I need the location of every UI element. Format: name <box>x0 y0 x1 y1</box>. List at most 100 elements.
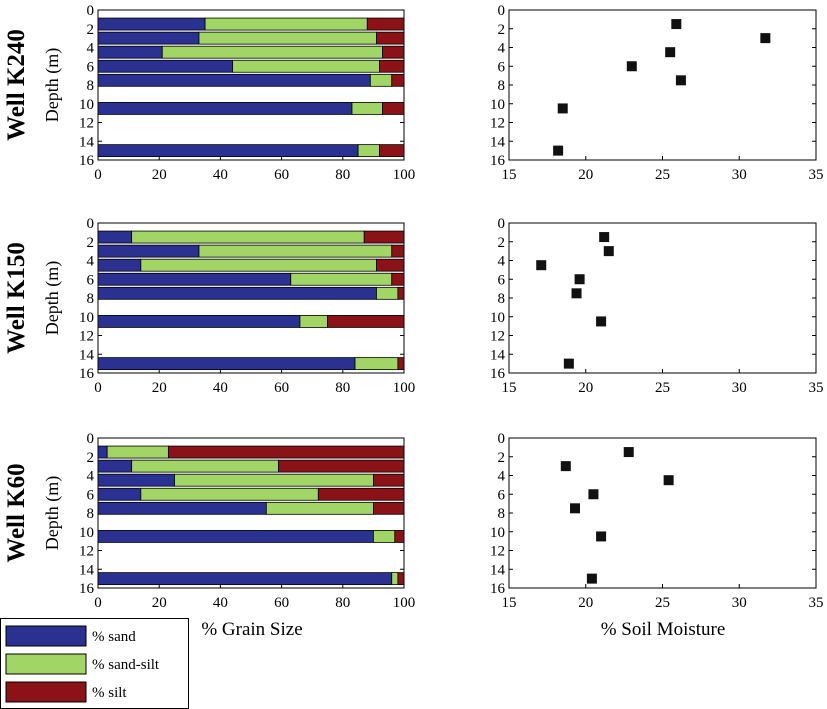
moisture-ytick-label: 6 <box>498 59 506 75</box>
sand-bar-segment <box>97 445 108 459</box>
well-title: Well K60 <box>3 463 30 562</box>
grain-ytick-label: 10 <box>79 310 94 326</box>
moisture-axes-frame <box>508 437 817 589</box>
moisture-point <box>536 260 547 271</box>
silt-bar-segment <box>317 487 405 501</box>
grain-ytick-label: 12 <box>79 329 94 345</box>
moisture-xtick-label: 20 <box>578 380 593 396</box>
silt-bar-segment <box>376 258 405 272</box>
grain-ytick-label: 2 <box>87 450 95 466</box>
sand-bar-segment <box>97 17 206 31</box>
grain-ytick-label: 14 <box>79 562 95 578</box>
moisture-ytick-label: 4 <box>498 41 506 57</box>
moisture-point <box>675 75 686 86</box>
silt-bar-segment <box>391 244 405 258</box>
sand-bar-segment <box>97 286 377 300</box>
sand-bar-segment <box>97 102 353 115</box>
grain-xtick-label: 100 <box>393 167 416 183</box>
grain-ytick-label: 4 <box>87 41 95 57</box>
moisture-ytick-label: 2 <box>498 22 506 38</box>
moisture-xtick-label: 25 <box>655 167 670 183</box>
moisture-xtick-label: 35 <box>809 167 824 183</box>
moisture-ytick-label: 10 <box>490 310 505 326</box>
sand-silt-bar-segment <box>174 473 374 487</box>
silt-bar-segment <box>397 357 405 371</box>
grain-ytick-label: 4 <box>87 469 95 485</box>
moisture-xtick-label: 30 <box>732 595 747 611</box>
legend-label-sand_silt: % sand-silt <box>92 657 160 673</box>
sand-bar-segment <box>97 272 292 286</box>
moisture-ytick-label: 8 <box>498 291 506 307</box>
sand-silt-bar-segment <box>290 272 393 286</box>
moisture-xtick-label: 35 <box>809 380 824 396</box>
sand-bar-segment <box>97 315 301 328</box>
silt-bar-segment <box>376 31 405 45</box>
grain-ytick-label: 14 <box>79 134 95 150</box>
depth-axis-label: Depth (m) <box>42 261 63 335</box>
silt-bar-segment <box>372 501 405 515</box>
grain-ytick-label: 12 <box>79 116 94 132</box>
sand-bar-segment <box>97 501 267 515</box>
sand-bar-segment <box>97 473 175 487</box>
moisture-point <box>596 316 607 327</box>
silt-bar-segment <box>327 315 405 328</box>
well-title: Well K150 <box>3 242 30 354</box>
silt-bar-segment <box>382 102 405 115</box>
moisture-xlabel: % Soil Moisture <box>601 619 726 640</box>
grain-xtick-label: 20 <box>152 380 167 396</box>
grain-ytick-label: 14 <box>79 347 95 363</box>
moisture-ytick-label: 14 <box>490 134 506 150</box>
moisture-ytick-label: 12 <box>490 544 505 560</box>
moisture-point <box>623 447 634 458</box>
grain-xtick-label: 60 <box>274 167 289 183</box>
grain-ytick-label: 16 <box>79 366 95 382</box>
moisture-ytick-label: 10 <box>490 525 505 541</box>
moisture-ytick-label: 16 <box>490 581 506 597</box>
grain-xtick-label: 60 <box>274 380 289 396</box>
sand-bar-segment <box>97 73 371 87</box>
grain-xtick-label: 40 <box>213 167 228 183</box>
moisture-point <box>557 103 568 114</box>
moisture-ytick-label: 12 <box>490 329 505 345</box>
sand-bar-segment <box>97 530 374 543</box>
grain-ytick-label: 2 <box>87 22 95 38</box>
grain-ytick-label: 6 <box>87 487 95 503</box>
moisture-point <box>586 573 597 584</box>
grain-ytick-label: 2 <box>87 235 95 251</box>
sand-silt-bar-segment <box>299 315 328 328</box>
moisture-point <box>553 145 564 156</box>
sand-bar-segment <box>97 357 356 371</box>
sand-bar-segment <box>97 487 142 501</box>
grain-ytick-label: 0 <box>87 3 95 19</box>
silt-bar-segment <box>363 230 405 244</box>
moisture-axes-frame <box>508 222 817 374</box>
moisture-ytick-label: 2 <box>498 235 506 251</box>
sand-silt-bar-segment <box>265 501 374 515</box>
silt-bar-segment <box>394 530 405 543</box>
grain-xtick-label: 20 <box>152 595 167 611</box>
sand-silt-bar-segment <box>198 244 393 258</box>
grain-xtick-label: 40 <box>213 380 228 396</box>
moisture-point <box>626 61 637 72</box>
moisture-ytick-label: 12 <box>490 116 505 132</box>
moisture-point <box>571 288 582 299</box>
silt-bar-segment <box>379 59 405 73</box>
grain-ytick-label: 8 <box>87 506 95 522</box>
depth-axis-label: Depth (m) <box>42 476 63 550</box>
grain-ytick-label: 6 <box>87 59 95 75</box>
silt-bar-segment <box>397 572 405 586</box>
sand-bar-segment <box>97 230 133 244</box>
grain-ytick-label: 6 <box>87 272 95 288</box>
grain-ytick-label: 16 <box>79 153 95 169</box>
silt-bar-segment <box>372 473 405 487</box>
sand-silt-bar-segment <box>354 357 399 371</box>
moisture-ytick-label: 6 <box>498 272 506 288</box>
sand-silt-bar-segment <box>131 230 365 244</box>
moisture-xtick-label: 20 <box>578 595 593 611</box>
moisture-xtick-label: 15 <box>502 167 517 183</box>
silt-bar-segment <box>391 272 405 286</box>
grain-ytick-label: 0 <box>87 216 95 232</box>
moisture-xtick-label: 25 <box>655 595 670 611</box>
